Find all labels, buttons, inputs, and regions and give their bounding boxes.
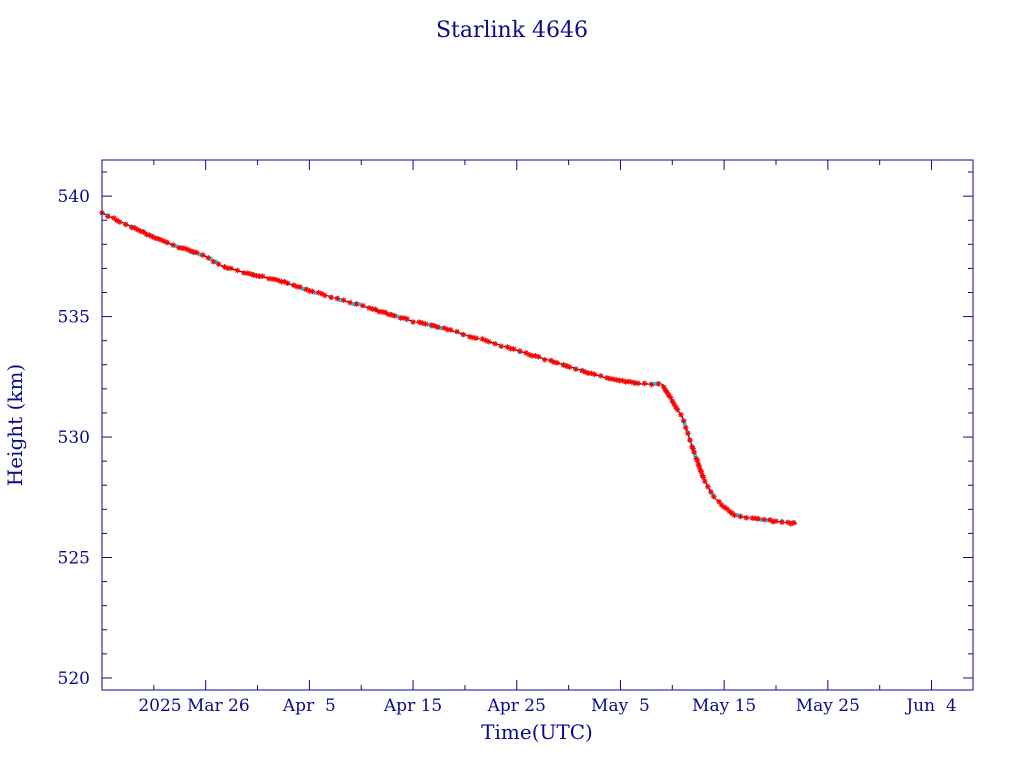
data-point xyxy=(573,366,579,372)
data-point xyxy=(215,261,222,267)
data-point xyxy=(790,520,797,526)
data-point xyxy=(641,380,648,387)
data-point xyxy=(199,252,206,258)
data-point xyxy=(731,512,738,519)
data-point xyxy=(591,371,598,378)
data-point xyxy=(284,280,291,287)
data-point xyxy=(194,249,200,256)
data-point xyxy=(460,331,467,338)
data-point xyxy=(473,335,479,341)
data-point xyxy=(360,302,366,309)
data-point xyxy=(680,418,687,424)
y-axis-label: Height (km) xyxy=(3,364,27,486)
data-point xyxy=(485,338,492,345)
x-tick-label: Apr 15 xyxy=(383,696,442,716)
data-point xyxy=(234,267,241,274)
data-point xyxy=(705,483,711,490)
y-tick-label: 520 xyxy=(58,669,90,689)
data-point xyxy=(685,430,691,437)
y-tick-label: 540 xyxy=(58,187,90,207)
data-point xyxy=(404,315,410,322)
data-point xyxy=(710,493,717,500)
data-point xyxy=(743,515,750,521)
data-point xyxy=(694,457,700,463)
data-point xyxy=(629,379,635,385)
data-point xyxy=(682,424,689,431)
x-tick-label: May 25 xyxy=(796,696,860,716)
data-point xyxy=(648,381,655,388)
data-point xyxy=(498,343,505,350)
data-point xyxy=(716,498,722,505)
data-point xyxy=(554,360,561,366)
data-point xyxy=(678,411,684,418)
data-point xyxy=(322,292,328,299)
data-point xyxy=(635,380,641,387)
x-tick-label: Jun 4 xyxy=(904,696,956,716)
x-tick-label: May 15 xyxy=(692,696,756,716)
data-point xyxy=(259,273,266,280)
data-point xyxy=(517,348,523,354)
data-point xyxy=(702,478,708,485)
data-point xyxy=(708,489,714,495)
data-point xyxy=(410,319,416,325)
y-tick-label: 525 xyxy=(58,549,90,569)
data-point xyxy=(610,376,616,382)
data-point xyxy=(334,295,341,302)
data-point xyxy=(510,346,517,352)
x-axis-label: Time(UTC) xyxy=(481,720,593,744)
axes: 520 525 530 535 540 2025 Mar 26 Apr 5 Apr 15 Apr… xyxy=(58,160,973,716)
data-point xyxy=(309,288,316,295)
data-point xyxy=(737,513,744,520)
data-point xyxy=(674,406,681,413)
data-point xyxy=(541,356,548,363)
data-point xyxy=(353,301,360,307)
data-point xyxy=(375,308,382,315)
x-tick-label: May 5 xyxy=(591,696,650,716)
data-point xyxy=(687,437,693,443)
data-point xyxy=(297,284,303,290)
data-point xyxy=(761,516,767,523)
data-point xyxy=(105,213,111,220)
data-point xyxy=(328,294,334,301)
data-point xyxy=(597,373,604,379)
data-point xyxy=(566,364,573,370)
y-tick-label: 530 xyxy=(58,428,90,448)
data-point xyxy=(122,221,129,228)
x-tick-label: Apr 25 xyxy=(487,696,546,716)
data-point xyxy=(492,340,498,347)
data-point xyxy=(116,219,123,225)
data-point xyxy=(755,516,762,522)
data-point xyxy=(655,381,662,387)
data-point xyxy=(391,313,398,319)
data-point xyxy=(140,229,147,235)
data-point xyxy=(535,353,542,360)
data-point xyxy=(422,321,429,327)
data-point xyxy=(228,265,234,272)
plot-frame xyxy=(101,159,974,691)
data-point xyxy=(690,445,696,452)
data-point xyxy=(291,282,297,289)
data-point xyxy=(382,309,388,316)
data-point xyxy=(779,519,785,526)
plot-area xyxy=(99,210,797,527)
data-point xyxy=(170,242,176,248)
data-point xyxy=(691,449,697,455)
data-point xyxy=(523,350,529,356)
data-point xyxy=(210,258,217,265)
x-tick-label: 2025 Mar 26 xyxy=(138,696,249,716)
data-point xyxy=(435,324,441,331)
data-point xyxy=(347,299,353,306)
data-point xyxy=(447,327,454,333)
x-tick-label: Apr 5 xyxy=(282,696,336,716)
data-point xyxy=(454,328,460,335)
y-tick-label: 535 xyxy=(58,308,90,328)
chart-title: Starlink 4646 xyxy=(436,18,588,43)
data-point xyxy=(773,518,779,524)
data-point xyxy=(340,297,347,303)
data-point xyxy=(205,255,212,261)
data-point xyxy=(696,463,703,470)
data-point xyxy=(164,239,170,246)
